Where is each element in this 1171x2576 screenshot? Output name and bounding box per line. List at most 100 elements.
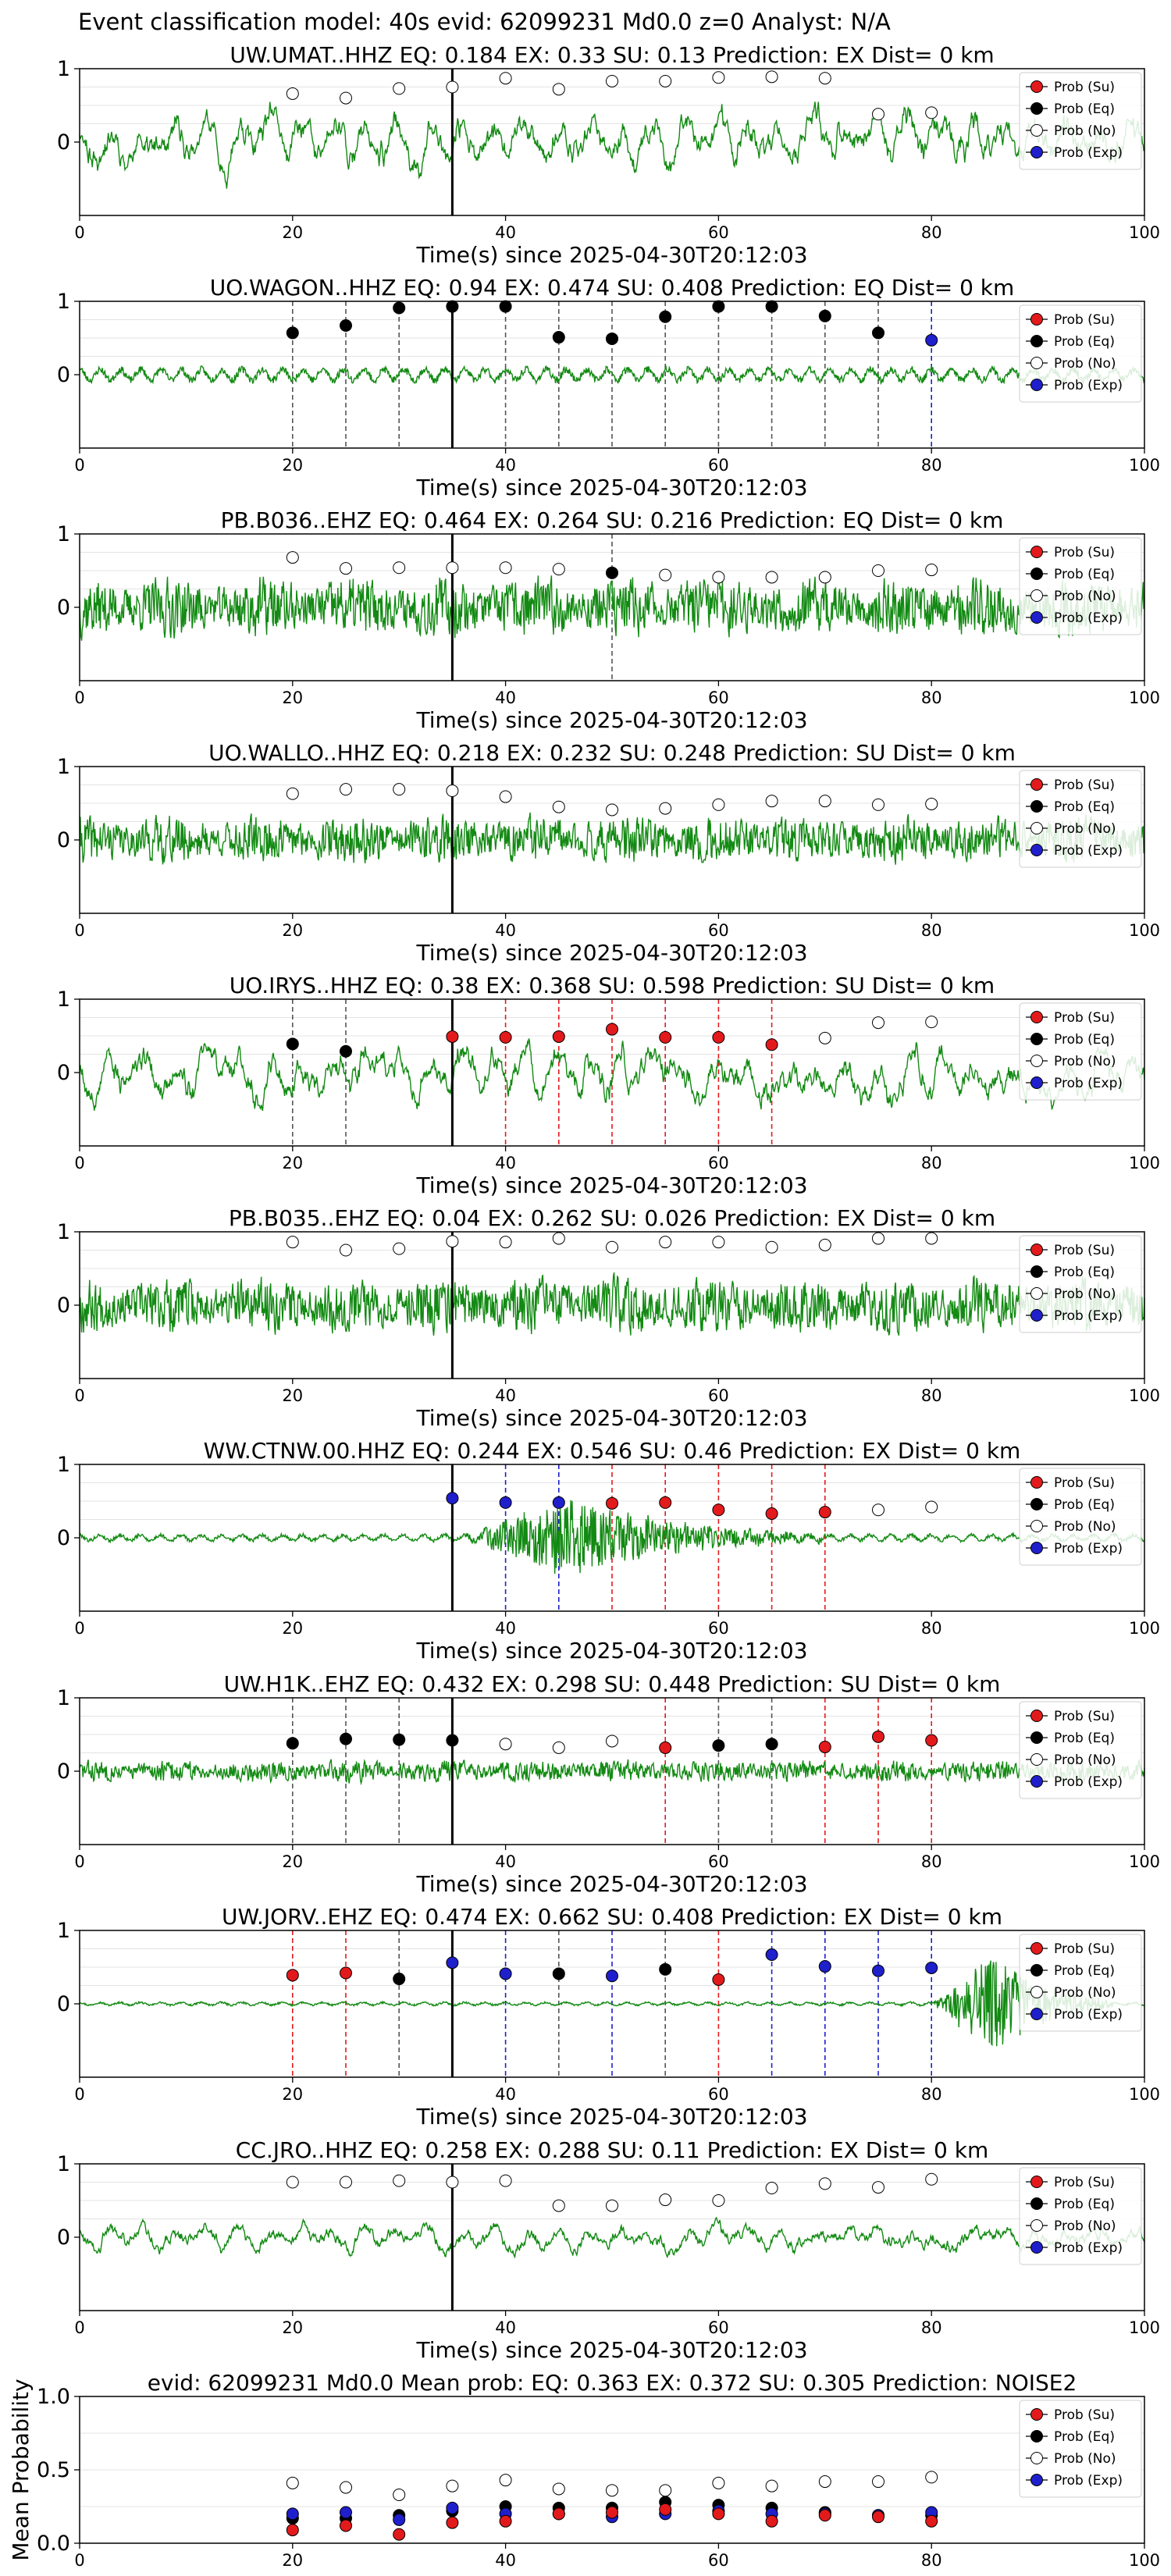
probability-marker-no — [499, 2174, 512, 2187]
mean-prob-marker-no — [552, 2482, 565, 2496]
y-tick-label: 1 — [57, 290, 70, 314]
probability-marker-eq — [765, 300, 778, 313]
probability-marker-no — [872, 108, 884, 121]
probability-marker-no — [393, 82, 406, 95]
probability-marker-no — [872, 1016, 884, 1030]
legend-label: Prob (Eq) — [1054, 101, 1115, 117]
legend-label: Prob (Eq) — [1054, 1497, 1115, 1513]
probability-marker-no — [286, 1236, 299, 1249]
legend-label: Prob (Eq) — [1054, 1963, 1115, 1979]
y-tick-label: 0 — [57, 596, 70, 620]
legend-marker-su — [1030, 778, 1043, 791]
legend-box — [1019, 2167, 1142, 2265]
legend-label: Prob (Exp) — [1054, 1774, 1123, 1790]
mean-prob-marker-su — [340, 2519, 352, 2532]
legend-label: Prob (Su) — [1054, 1941, 1115, 1957]
waveform-trace — [79, 1960, 1145, 2047]
y-tick-label: 0.0 — [37, 2532, 70, 2556]
probability-marker-no — [340, 1244, 352, 1257]
x-tick-label: 20 — [282, 456, 303, 475]
legend-marker-exp — [1030, 1775, 1043, 1788]
legend-marker-eq — [1030, 568, 1043, 580]
x-tick-label: 0 — [74, 921, 84, 940]
probability-marker-no — [446, 561, 459, 575]
probability-marker-eq — [606, 566, 618, 579]
probability-marker-no — [499, 1236, 512, 1249]
probability-marker-eq — [446, 300, 459, 313]
probability-marker-no — [393, 1242, 406, 1255]
x-tick-label: 60 — [708, 1386, 729, 1405]
y-tick-label: 1 — [57, 1919, 70, 1943]
y-tick-label: 0 — [57, 363, 70, 387]
probability-marker-no — [712, 1236, 725, 1249]
probability-marker-su — [659, 1030, 672, 1044]
probability-marker-su — [446, 1030, 459, 1043]
probability-marker-no — [818, 1031, 831, 1044]
probability-marker-eq — [340, 1044, 352, 1058]
axes-frame — [79, 68, 1145, 216]
probability-marker-no — [872, 798, 884, 811]
legend-box — [1019, 1002, 1142, 1101]
mean-prob-marker-su — [499, 2514, 512, 2528]
probability-marker-su — [818, 1740, 831, 1753]
legend-marker-no — [1030, 2452, 1043, 2464]
x-tick-label: 40 — [495, 1852, 516, 1871]
probability-marker-no — [552, 83, 565, 96]
probability-marker-exp — [552, 1496, 565, 1509]
probability-marker-no — [659, 2194, 672, 2207]
probability-marker-exp — [499, 1496, 512, 1509]
legend-label: Prob (No) — [1054, 2218, 1116, 2234]
probability-marker-no — [393, 783, 406, 796]
x-tick-label: 60 — [708, 688, 729, 707]
y-tick-label: 1 — [57, 987, 70, 1012]
y-tick-label: 1 — [57, 1686, 70, 1710]
legend-marker-su — [1030, 313, 1043, 326]
x-tick-label: 40 — [495, 2318, 516, 2337]
panel-title: PB.B035..EHZ EQ: 0.04 EX: 0.262 SU: 0.02… — [229, 1205, 995, 1231]
x-tick-label: 80 — [921, 688, 942, 707]
mean-prob-marker-no — [712, 2476, 725, 2489]
probability-marker-eq — [552, 331, 565, 344]
mean-prob-marker-su — [818, 2509, 831, 2522]
x-tick-label: 100 — [1129, 1154, 1160, 1172]
mean-prob-marker-no — [393, 2488, 406, 2501]
waveform-trace — [79, 2216, 1145, 2259]
probability-marker-exp — [818, 1960, 831, 1973]
probability-marker-eq — [818, 309, 831, 322]
probability-marker-no — [552, 1232, 565, 1245]
legend-label: Prob (Su) — [1054, 2407, 1115, 2423]
legend-marker-su — [1030, 1244, 1043, 1256]
legend-label: Prob (No) — [1054, 1519, 1116, 1535]
legend-marker-su — [1030, 1942, 1043, 1955]
probability-marker-su — [552, 1030, 565, 1043]
probability-marker-no — [499, 72, 512, 85]
y-tick-label: 0 — [57, 1759, 70, 1784]
panel-6: PB.B035..EHZ EQ: 0.04 EX: 0.262 SU: 0.02… — [57, 1205, 1160, 1431]
probability-marker-no — [552, 1741, 565, 1754]
legend-marker-no — [1030, 1986, 1043, 1998]
mean-prob-marker-no — [340, 2481, 352, 2494]
probability-marker-no — [765, 70, 778, 84]
mean-prob-marker-no — [872, 2475, 884, 2489]
probability-marker-eq — [393, 1733, 406, 1746]
legend-label: Prob (Exp) — [1054, 145, 1123, 161]
y-tick-label: 1 — [57, 57, 70, 81]
probability-marker-no — [765, 795, 778, 808]
panel-11: evid: 62099231 Md0.0 Mean prob: EQ: 0.36… — [8, 2370, 1160, 2570]
legend-marker-exp — [1030, 1076, 1043, 1089]
probability-marker-no — [925, 106, 938, 119]
x-tick-label: 80 — [921, 2551, 942, 2570]
probability-marker-no — [499, 790, 512, 803]
probability-marker-eq — [606, 332, 618, 345]
probability-marker-no — [925, 1500, 938, 1514]
probability-marker-no — [818, 72, 831, 85]
legend-label: Prob (Eq) — [1054, 799, 1115, 815]
panel-title: UO.IRYS..HHZ EQ: 0.38 EX: 0.368 SU: 0.59… — [230, 973, 995, 998]
x-tick-label: 80 — [921, 921, 942, 940]
probability-marker-no — [340, 562, 352, 575]
x-axis-label: Time(s) since 2025-04-30T20:12:03 — [415, 475, 807, 500]
legend-box — [1019, 1934, 1142, 2032]
mean-prob-marker-su — [606, 2506, 618, 2519]
probability-marker-exp — [606, 1969, 618, 1983]
probability-marker-no — [818, 571, 831, 584]
